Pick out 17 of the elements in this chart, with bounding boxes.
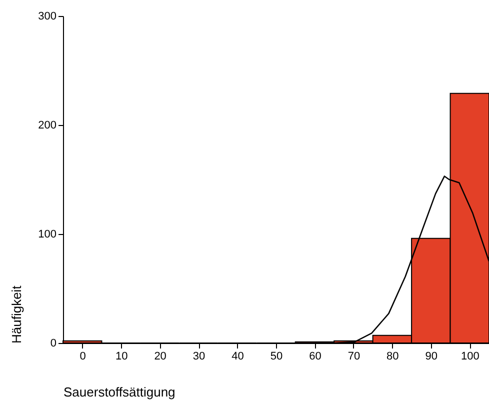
y-tick-label: 0 xyxy=(50,338,56,350)
x-tick-label: 40 xyxy=(232,350,244,362)
y-axis-title: Häufigkeit xyxy=(9,285,24,344)
x-tick-label: 10 xyxy=(115,350,128,362)
x-tick-label: 30 xyxy=(192,350,206,362)
y-tick-label: 200 xyxy=(38,120,56,132)
x-tick-label: 100 xyxy=(460,350,480,362)
x-tick-label: 0 xyxy=(80,350,86,362)
x-tick-label: 70 xyxy=(348,350,360,362)
y-tick-label: 100 xyxy=(38,228,56,240)
x-tick-label: 20 xyxy=(154,350,166,362)
x-tick-label: 60 xyxy=(309,350,322,362)
x-tick-label: 50 xyxy=(270,350,283,362)
x-tick-label: 80 xyxy=(386,350,399,362)
y-tick-label: 300 xyxy=(38,10,56,22)
x-tick-label: 90 xyxy=(425,350,438,362)
x-axis-title: Sauerstoffsättigung xyxy=(64,384,176,400)
